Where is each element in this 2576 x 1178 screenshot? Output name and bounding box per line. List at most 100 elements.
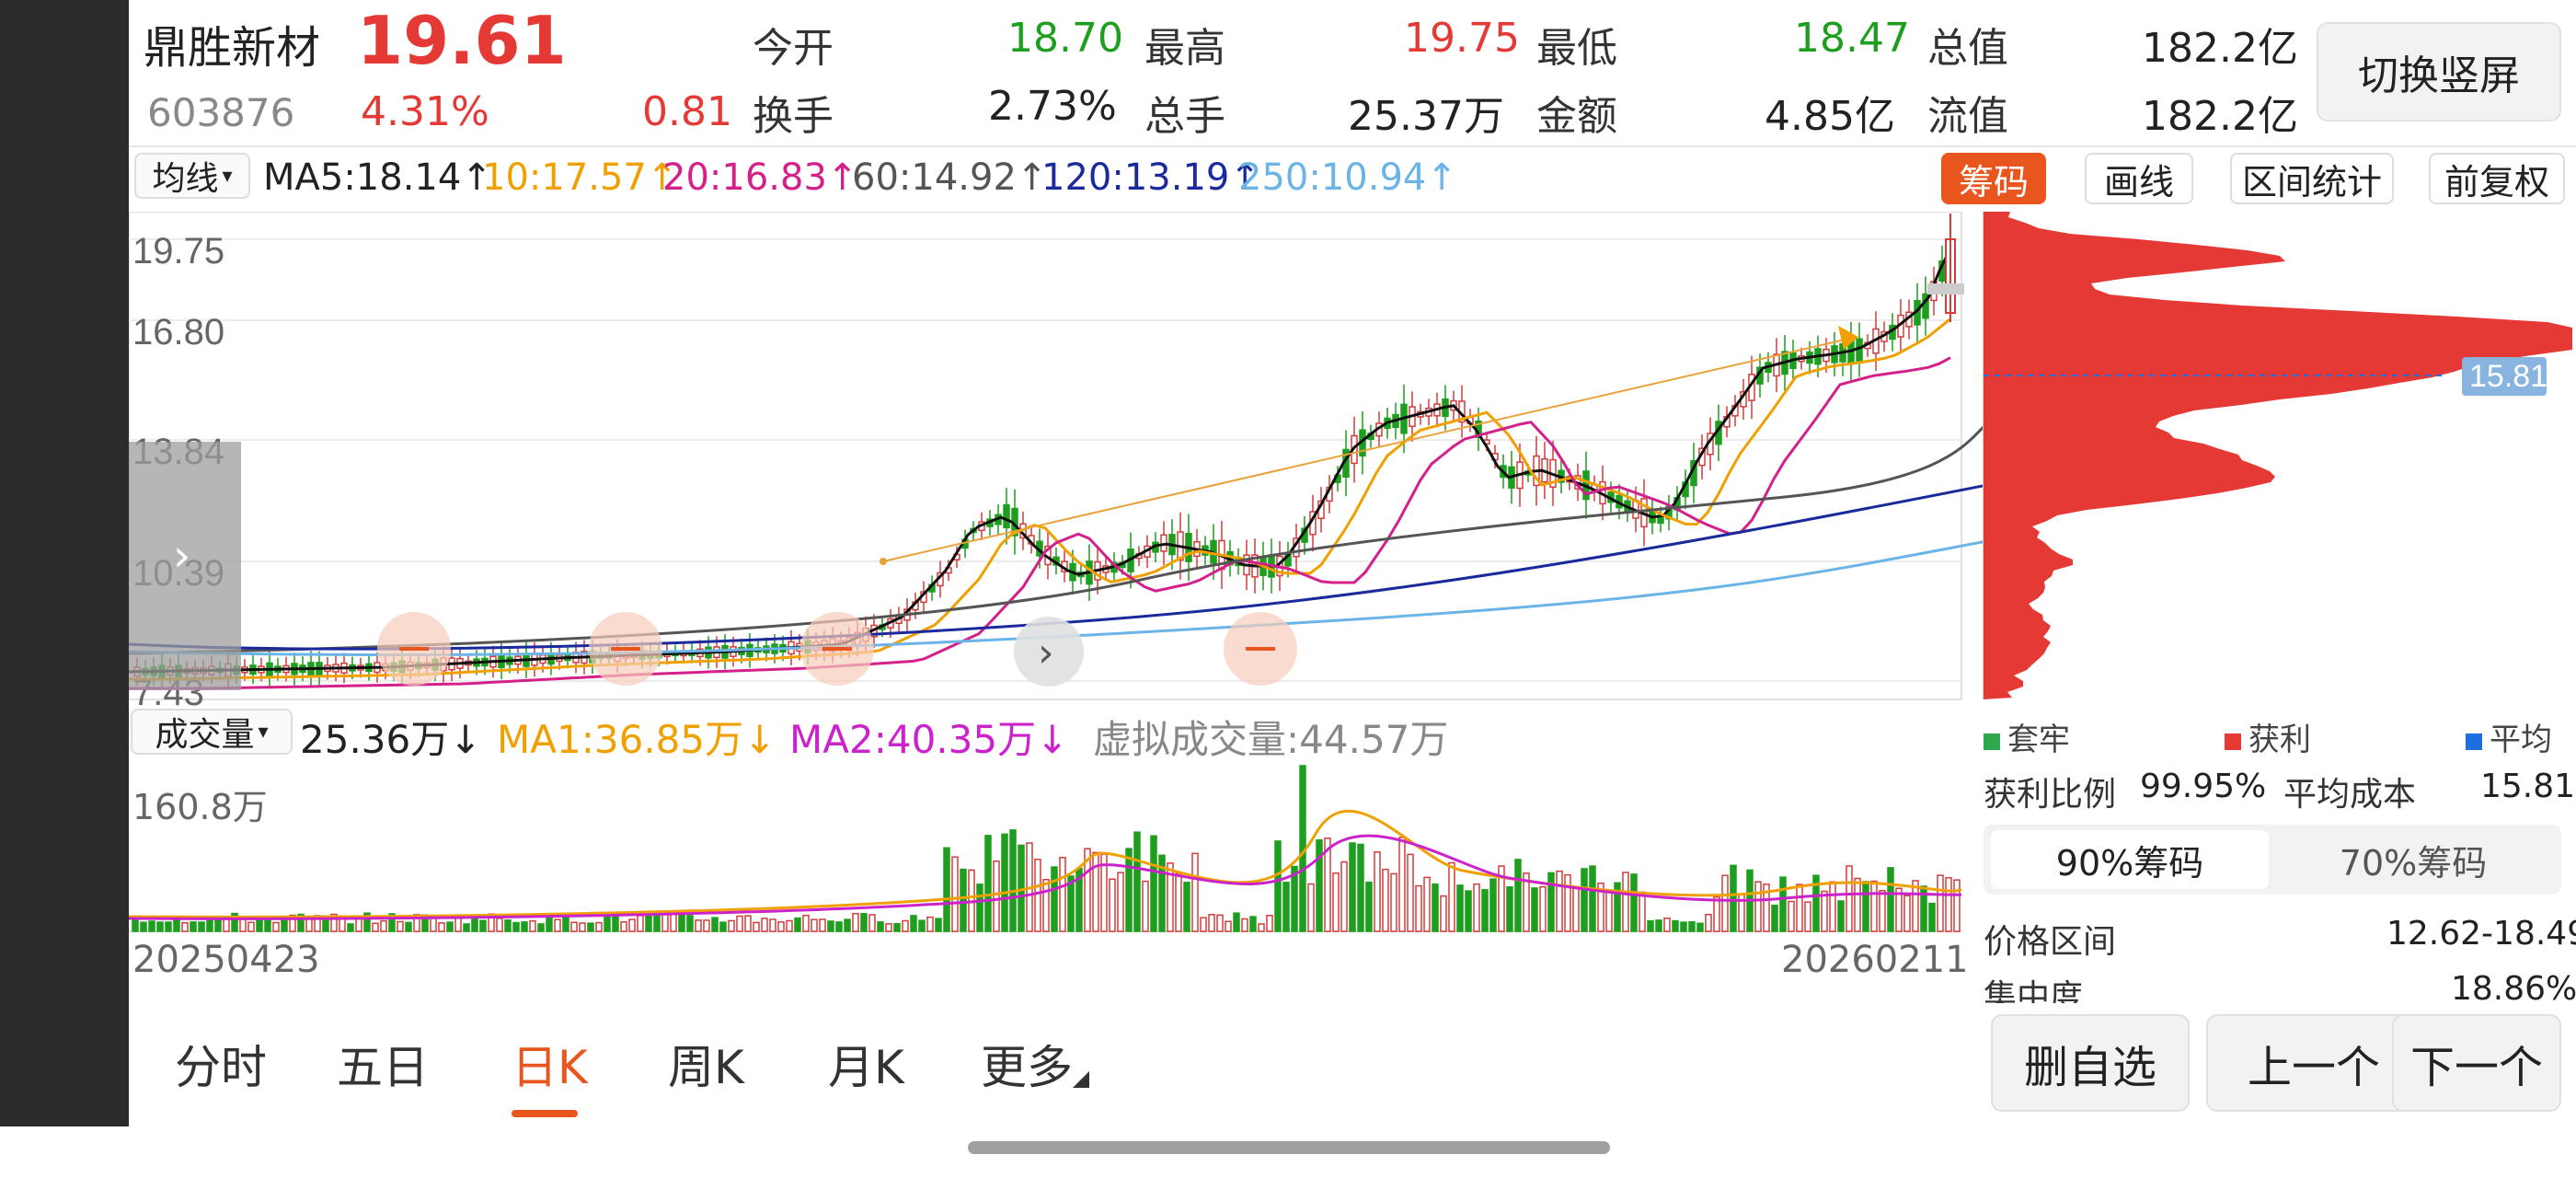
volume-bar [645,915,652,932]
profit-ratio-label: 获利比例 [1984,776,2117,814]
volume-bar [1398,837,1406,932]
interval-stats-button[interactable]: 区间统计 [2230,153,2394,204]
avg-cost-label: 平均成本 [2283,776,2417,814]
volume-selector-label: 成交量 [155,716,255,754]
volume-bar [1655,919,1662,932]
draw-line-button[interactable]: 画线 [2085,153,2193,204]
volume-bar [1042,878,1050,932]
volume-bar [1291,865,1298,932]
volume-bar [1324,837,1331,932]
stat-value-open: 18.70 [1007,15,1123,62]
volume-bar [1249,916,1257,932]
chips-button[interactable]: 筹码 [1941,153,2046,204]
tab-monthly-k[interactable]: 月K [828,1041,904,1094]
volume-bar [1754,881,1762,932]
volume-bar [1233,912,1240,932]
volume-bar [330,913,338,932]
volume-bar [1556,870,1563,932]
adjust-forward-button[interactable]: 前复权 [2429,153,2565,204]
volume-bar [951,856,959,932]
stat-label-float-value: 流值 [1927,93,2008,140]
volume-bar [976,884,983,932]
average-label: 平均 [2490,722,2552,758]
volume-bar [1266,915,1273,932]
volume-bar [761,918,768,932]
next-stock-button[interactable]: 下一个 [2392,1014,2561,1112]
volume-bar [132,918,139,932]
volume-bar [1912,880,1919,932]
active-tab-underline [512,1110,578,1117]
volume-bar [1241,918,1248,932]
ma20-value: 20:16.83↑ [662,156,858,199]
tab-intraday[interactable]: 分时 [175,1041,267,1094]
volume-bar [1879,890,1886,932]
volume-bar [272,921,280,932]
volume-bar [140,921,147,932]
tab-weekly-k[interactable]: 周K [668,1041,744,1094]
volume-bar [1158,854,1166,932]
volume-bar [1812,874,1820,932]
tab-more[interactable]: 更多 [981,1041,1073,1094]
volume-chart[interactable] [129,760,1969,933]
tab-five-day[interactable]: 五日 [337,1041,429,1094]
volume-bar [231,912,238,932]
home-indicator[interactable] [968,1141,1610,1154]
stat-label-low: 最低 [1536,25,1617,72]
remove-watchlist-button[interactable]: 删自选 [1991,1014,2190,1112]
switch-portrait-button[interactable]: 切换竖屏 [2317,22,2561,121]
volume-bar [1034,859,1041,932]
price-range-label: 价格区间 [1984,923,2117,961]
volume-bar [438,922,445,932]
tab-90-chips[interactable]: 90%筹码 [1991,830,2269,889]
volume-bar [1870,880,1878,932]
stat-label-turnover: 换手 [753,93,834,140]
volume-bar [156,921,164,932]
volume-bar [786,919,793,932]
volume-bar [686,915,694,932]
volume-bar [1920,885,1927,932]
volume-bar [1630,873,1638,932]
volume-bar [1142,880,1149,932]
volume-bar [1191,852,1199,932]
profit-ratio-value: 99.95% [2140,768,2267,805]
volume-bar [595,921,603,932]
volume-bar [380,919,387,932]
volume-bar [1622,872,1629,932]
left-scroll-overlay [129,442,241,690]
volume-bar [844,918,851,932]
y-tick-label: 16.80 [132,312,224,352]
volume-bar [628,918,636,932]
volume-bar [1821,890,1828,932]
chevron-right-icon: › [1038,629,1054,676]
volume-bar [637,915,644,932]
volume-value: 25.36万↓ [300,717,482,762]
ma60-value: 60:14.92↑ [852,156,1048,199]
volume-bar [413,914,420,932]
y-tick-label: 19.75 [132,231,224,271]
volume-bar [1639,891,1646,932]
volume-bar [1514,859,1522,932]
volume-bar [1208,914,1215,932]
volume-bar [1672,919,1679,932]
tab-daily-k[interactable]: 日K [512,1041,588,1094]
trapped-square-icon [1984,733,2000,750]
volume-bar [719,921,727,932]
volume-bar [1854,877,1861,932]
start-date: 20250423 [132,939,320,981]
profit-label: 获利 [2248,722,2311,758]
ma-selector[interactable]: 均线 ▾ [134,153,250,199]
volume-bar [463,923,470,932]
volume-bar [1340,860,1348,932]
tab-70-chips[interactable]: 70%筹码 [2339,842,2488,884]
volume-bar [1663,917,1671,932]
volume-bar [1539,885,1547,932]
volume-bar [860,913,868,932]
volume-bar [504,919,512,932]
volume-bar [1092,851,1099,932]
volume-bar [479,919,487,932]
volume-selector[interactable]: 成交量 ▾ [131,709,293,755]
previous-stock-button[interactable]: 上一个 [2206,1014,2421,1112]
volume-bar [397,920,404,932]
volume-bar [902,919,909,932]
